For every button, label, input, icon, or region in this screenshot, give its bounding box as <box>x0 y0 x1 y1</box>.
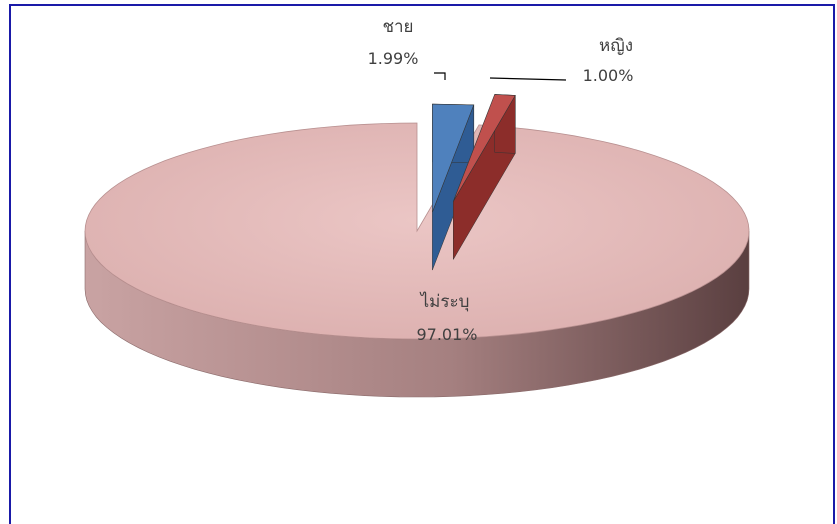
slice-value-female: 1.00% <box>583 66 634 85</box>
pie-chart: ชาย 1.99% หญิง 1.00% ไม่ระบุ 97.01% <box>84 17 750 398</box>
slice-value-male: 1.99% <box>368 49 419 68</box>
slice-label-unspecified: ไม่ระบุ <box>419 291 470 312</box>
slice-top-male <box>432 103 475 213</box>
chart-frame <box>9 4 835 524</box>
slice-label-female: หญิง <box>599 36 633 56</box>
leader-line-female <box>489 77 567 81</box>
leader-line-male <box>434 72 446 80</box>
slice-label-male: ชาย <box>382 17 413 37</box>
slice-top-unspecified <box>84 122 750 340</box>
slice-top-female <box>452 94 516 202</box>
slice-value-unspecified: 97.01% <box>416 325 477 344</box>
